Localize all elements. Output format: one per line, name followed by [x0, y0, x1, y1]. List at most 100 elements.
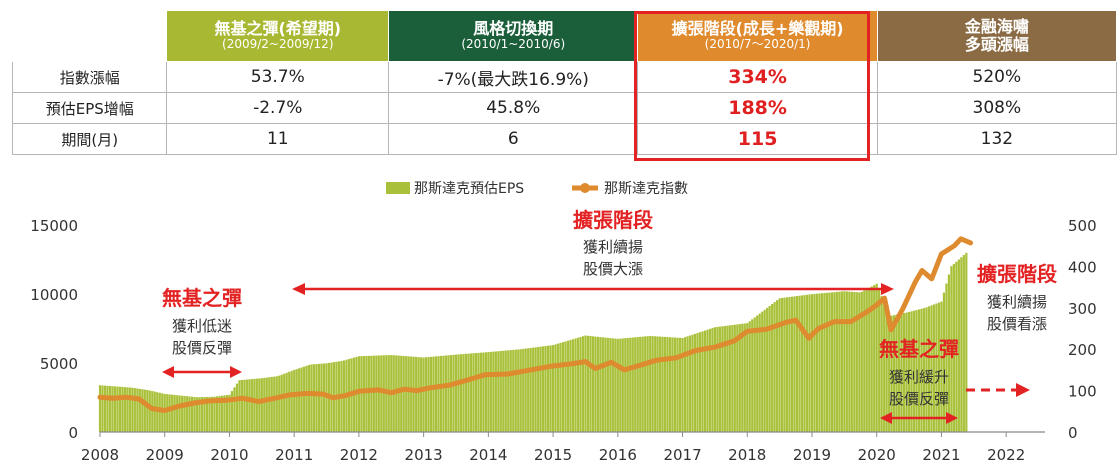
eps-bar — [728, 325, 731, 432]
eps-bar — [691, 334, 694, 432]
eps-bar — [741, 323, 744, 432]
eps-bar — [743, 323, 746, 432]
eps-bar — [156, 392, 159, 432]
eps-bar — [905, 312, 908, 432]
table-header-row: 無基之彈(希望期) (2009/2~2009/12) 風格切換期 (2010/1… — [11, 10, 1117, 62]
eps-bar — [439, 355, 443, 432]
eps-bar — [317, 363, 321, 432]
eps-bar — [457, 354, 460, 432]
eps-bar — [793, 296, 796, 432]
eps-bar — [781, 297, 784, 432]
arrowhead-left-icon — [880, 412, 892, 424]
eps-bar — [514, 349, 517, 432]
eps-bar — [823, 293, 826, 432]
eps-bar — [432, 356, 435, 432]
eps-bar — [103, 385, 107, 432]
legend-eps-swatch — [386, 182, 410, 194]
arrowhead-left-icon — [162, 366, 174, 378]
eps-bar — [158, 392, 161, 432]
annotation-title: 擴張階段 — [573, 208, 653, 232]
header-title: 無基之彈(希望期) — [214, 18, 342, 38]
eps-bar — [101, 385, 104, 432]
legend-index-marker — [580, 183, 590, 193]
eps-bar — [815, 293, 819, 432]
annotation-line: 獲利低迷 — [172, 317, 232, 335]
annotation-title: 無基之彈 — [879, 337, 959, 361]
header-title: 風格切換期 — [473, 18, 554, 38]
eps-bar — [205, 396, 209, 432]
eps-bar — [153, 391, 156, 432]
eps-bar — [835, 291, 838, 432]
eps-bar — [278, 375, 281, 432]
eps-bar — [833, 292, 836, 432]
eps-bars — [98, 252, 968, 432]
legend-eps-label: 那斯達克預估EPS — [414, 181, 524, 197]
eps-bar — [808, 294, 811, 432]
eps-bar — [556, 343, 560, 432]
eps-bar — [798, 295, 801, 432]
eps-bar — [818, 293, 821, 432]
eps-bar — [534, 347, 537, 432]
eps-bar — [143, 389, 146, 432]
table-cell: -2.7% — [166, 92, 390, 124]
eps-bar — [898, 314, 901, 432]
eps-bar — [484, 352, 487, 432]
eps-bar — [624, 338, 627, 432]
header-subtitle: (2010/7～2020/1) — [704, 37, 811, 52]
eps-bar — [636, 337, 639, 432]
eps-bar — [733, 324, 736, 432]
table-cell: 6 — [388, 123, 639, 155]
eps-bar — [128, 387, 131, 432]
eps-bar — [716, 326, 719, 432]
eps-bar — [574, 338, 577, 432]
eps-bar — [462, 354, 465, 432]
annotation-line: 獲利續揚 — [987, 293, 1047, 311]
eps-bar — [713, 327, 716, 432]
eps-bar — [803, 295, 806, 432]
x-tick-label: 2011 — [275, 446, 313, 464]
eps-bar — [957, 259, 960, 432]
x-tick-label: 2019 — [793, 446, 831, 464]
eps-bar — [173, 394, 176, 432]
eps-bar — [290, 370, 293, 432]
eps-bar — [671, 337, 674, 432]
eps-bar — [723, 325, 726, 432]
eps-bar — [168, 394, 171, 432]
row-label: 期間(月) — [11, 123, 168, 155]
x-tick-label: 2016 — [599, 446, 637, 464]
eps-bar — [136, 388, 139, 432]
eps-bar — [873, 285, 876, 432]
y-right-tick-label: 300 — [1068, 300, 1097, 318]
eps-bar — [116, 386, 119, 432]
eps-bar — [763, 309, 766, 432]
eps-bar — [678, 337, 682, 432]
eps-bar — [696, 333, 699, 432]
eps-bar — [532, 347, 535, 432]
header-subtitle: (2009/2~2009/12) — [222, 37, 334, 52]
eps-bar — [950, 266, 953, 432]
eps-bar — [210, 396, 214, 432]
eps-bar — [925, 307, 928, 432]
eps-bar — [375, 355, 378, 432]
expansion-highlight-box — [634, 11, 870, 161]
header-title-line2: 多頭漲幅 — [964, 35, 1029, 54]
eps-bar — [362, 356, 365, 432]
eps-bar — [659, 336, 662, 432]
eps-bar — [293, 369, 296, 432]
eps-bar — [178, 395, 181, 432]
eps-bar — [148, 390, 151, 432]
eps-bar — [191, 396, 194, 432]
eps-bar — [893, 315, 896, 432]
eps-bar — [937, 302, 941, 432]
eps-bar — [646, 336, 649, 432]
eps-bar — [146, 389, 149, 432]
annotation-expansion-main: 擴張階段 獲利續揚 股價大漲 — [292, 208, 894, 295]
eps-bar — [604, 337, 607, 432]
eps-bar — [283, 373, 286, 432]
eps-bar — [410, 356, 413, 432]
eps-bar — [703, 330, 707, 432]
eps-bar — [756, 315, 759, 432]
chart-axes — [99, 431, 1045, 437]
annotation-line: 股價看漲 — [987, 315, 1047, 333]
